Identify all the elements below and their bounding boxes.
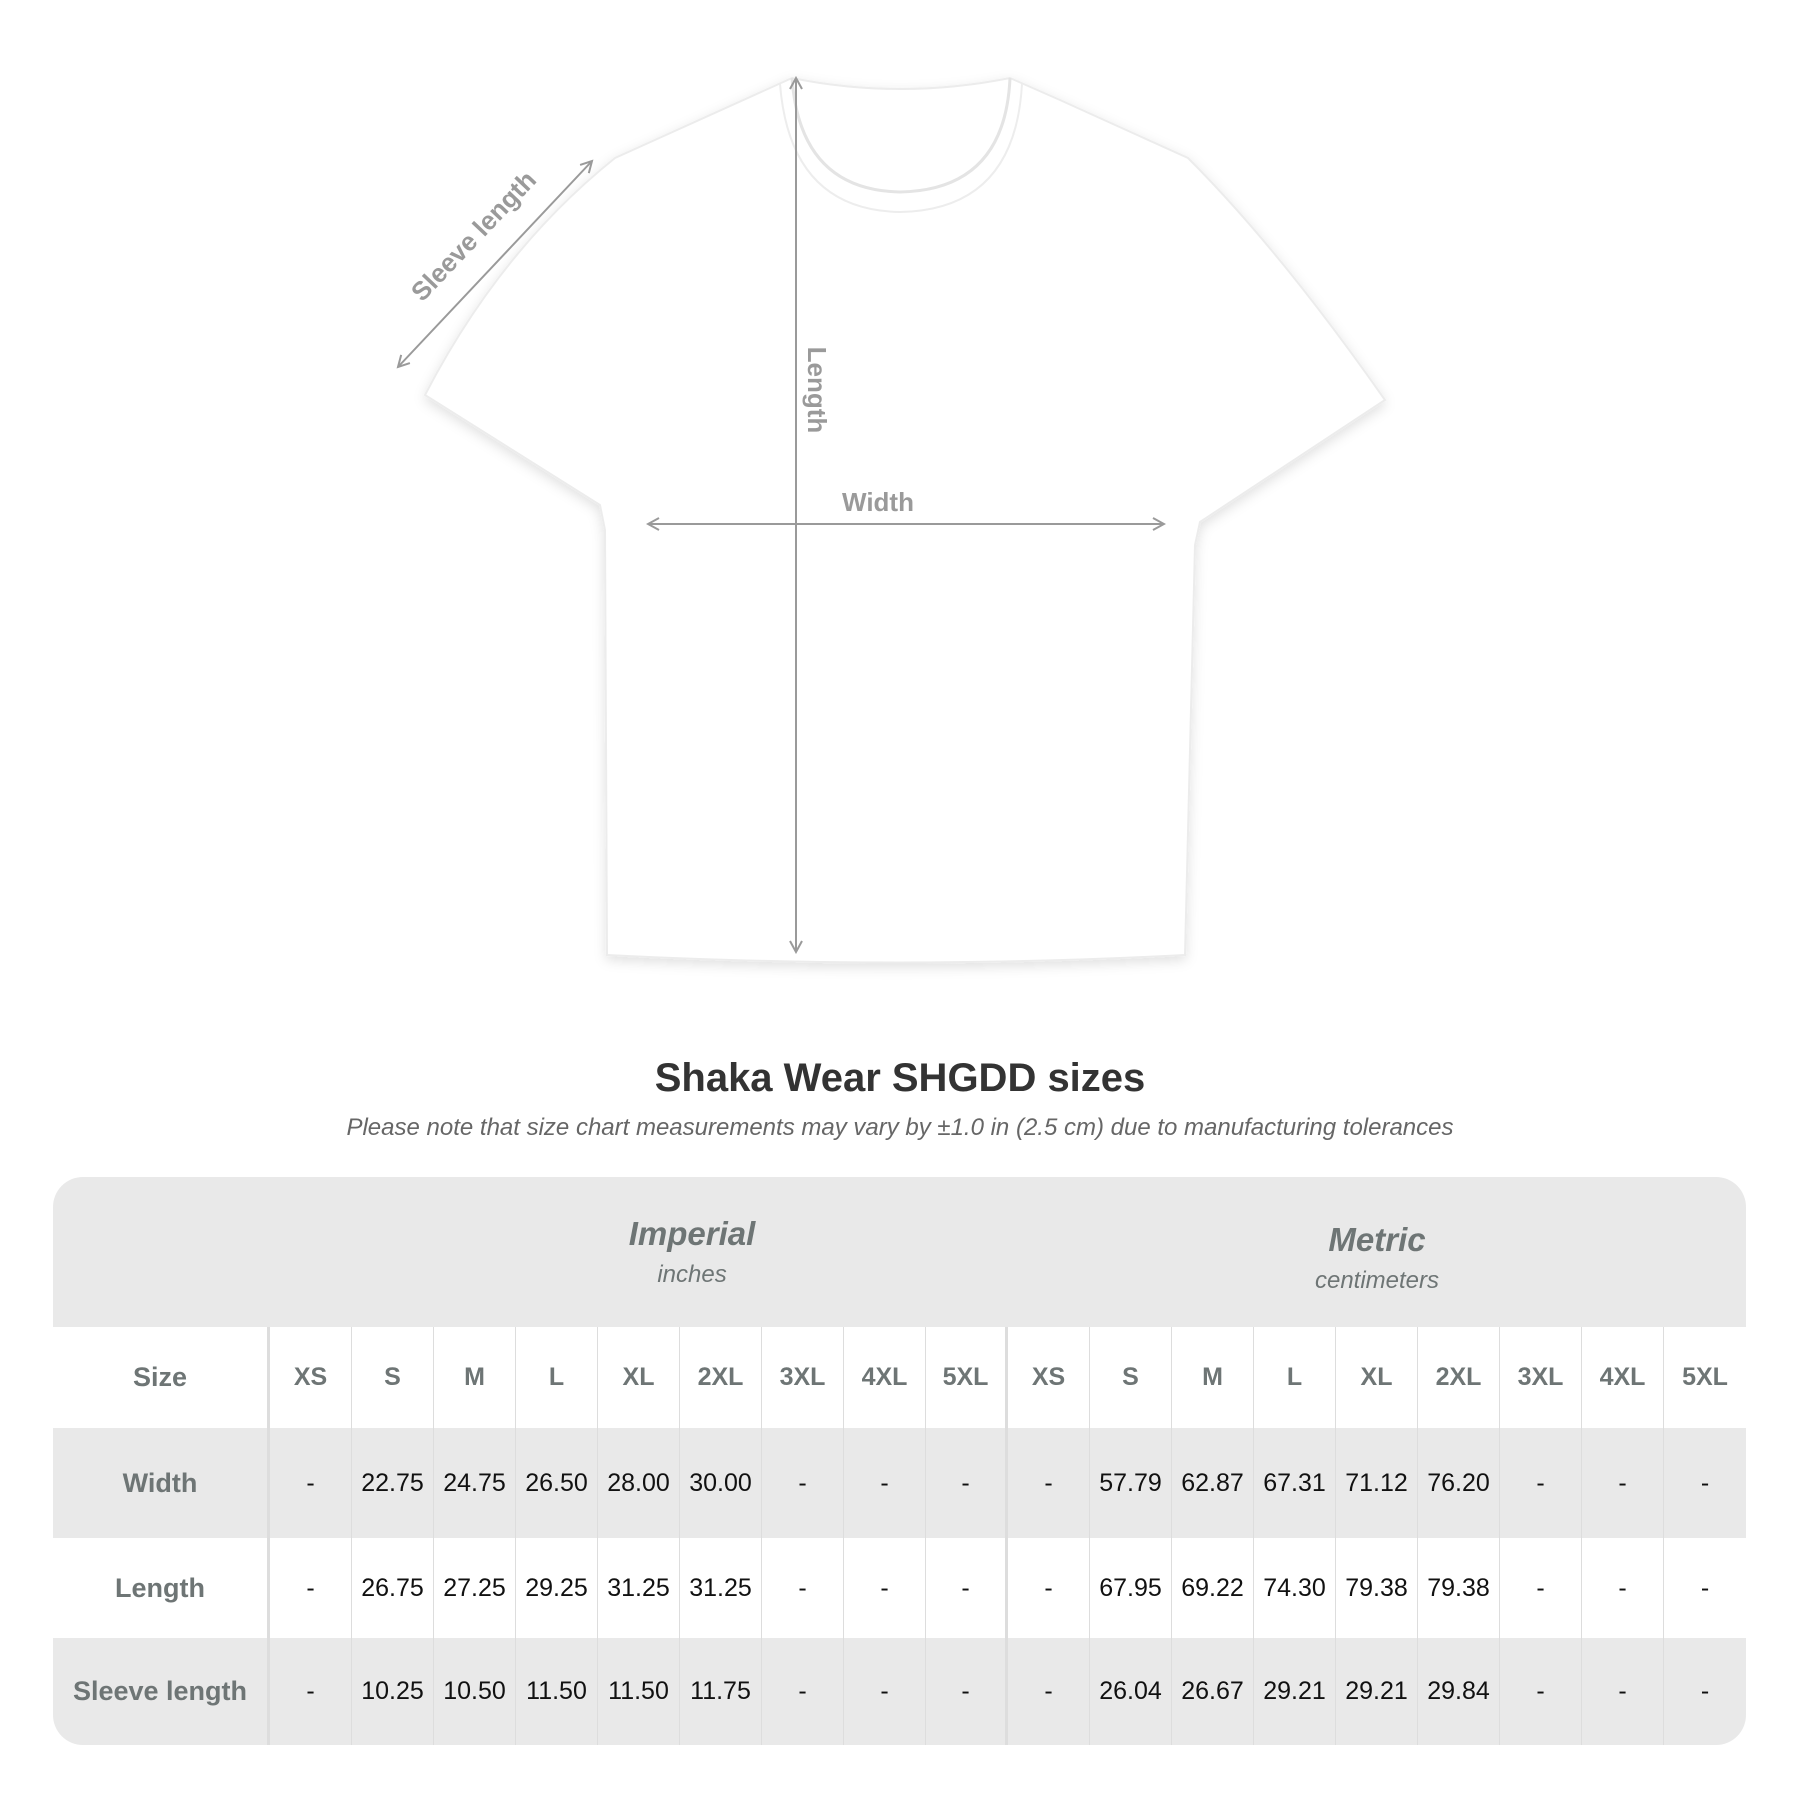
metric-value-cell: -	[1500, 1538, 1582, 1638]
imperial-title: Imperial	[628, 1215, 756, 1252]
tolerance-note: Please note that size chart measurements…	[346, 1114, 1454, 1141]
metric-value-cell: 29.21	[1254, 1638, 1336, 1745]
metric-value-cell: 29.21	[1336, 1638, 1418, 1745]
imperial-value-cell: -	[844, 1538, 926, 1638]
metric-value-cell: 62.87	[1172, 1428, 1254, 1538]
imperial-value-cell: -	[844, 1428, 926, 1538]
metric-value-cell: 74.30	[1254, 1538, 1336, 1638]
imperial-value-cell: 28.00	[598, 1428, 680, 1538]
imperial-header: Imperial inches	[323, 1215, 1061, 1289]
imperial-size-header: M	[434, 1327, 516, 1428]
imperial-value-cell: 22.75	[352, 1428, 434, 1538]
measurement-label: Sleeve length	[53, 1638, 270, 1745]
metric-value-cell: 57.79	[1090, 1428, 1172, 1538]
imperial-value-cell: 11.50	[516, 1638, 598, 1745]
metric-value-cell: 79.38	[1418, 1538, 1500, 1638]
metric-value-cell: -	[1582, 1428, 1664, 1538]
imperial-value-cell: 24.75	[434, 1428, 516, 1538]
imperial-value-cell: -	[270, 1538, 352, 1638]
imperial-value-cell: 29.25	[516, 1538, 598, 1638]
imperial-value-cell: -	[926, 1428, 1008, 1538]
imperial-value-cell: 26.75	[352, 1538, 434, 1638]
metric-value-cell: 29.84	[1418, 1638, 1500, 1745]
imperial-size-header: 2XL	[680, 1327, 762, 1428]
imperial-size-header: XL	[598, 1327, 680, 1428]
imperial-size-header: XS	[270, 1327, 352, 1428]
metric-header: Metric centimeters	[1008, 1221, 1746, 1295]
metric-value-cell: 79.38	[1336, 1538, 1418, 1638]
metric-value-cell: 76.20	[1418, 1428, 1500, 1538]
metric-value-cell: 26.67	[1172, 1638, 1254, 1745]
imperial-size-header: L	[516, 1327, 598, 1428]
imperial-value-cell: -	[926, 1538, 1008, 1638]
metric-value-cell: -	[1008, 1538, 1090, 1638]
imperial-value-cell: -	[844, 1638, 926, 1745]
imperial-value-cell: 31.25	[598, 1538, 680, 1638]
metric-value-cell: -	[1500, 1428, 1582, 1538]
imperial-value-cell: 31.25	[680, 1538, 762, 1638]
tshirt-shape	[423, 76, 1387, 964]
imperial-value-cell: 11.75	[680, 1638, 762, 1745]
metric-value-cell: -	[1700, 1573, 1710, 1602]
metric-size-header: S	[1090, 1327, 1172, 1428]
imperial-value-cell: 30.00	[680, 1428, 762, 1538]
imperial-value-cell: 26.50	[516, 1428, 598, 1538]
imperial-size-header: S	[352, 1327, 434, 1428]
imperial-size-header: 4XL	[844, 1327, 926, 1428]
table-row: Length -26.75 27.25 29.25 31.25 31.25- - - -67.9…	[53, 1538, 1746, 1638]
metric-size-header: 4XL	[1582, 1327, 1664, 1428]
imperial-unit: inches	[657, 1261, 727, 1288]
metric-value-cell: -	[1700, 1677, 1710, 1705]
metric-size-header: XS	[1008, 1327, 1090, 1428]
tshirt-measurement-diagram: Length Width Sleeve length	[0, 0, 1387, 964]
metric-size-header: 5XL	[1682, 1363, 1728, 1391]
metric-size-header: XL	[1336, 1327, 1418, 1428]
metric-value-cell: 71.12	[1336, 1428, 1418, 1538]
imperial-value-cell: -	[762, 1638, 844, 1745]
measurement-label: Length	[53, 1538, 270, 1638]
metric-title: Metric	[1328, 1221, 1426, 1258]
sleeve-length-arrow	[398, 161, 592, 367]
size-header-row: Size XS S M L XL 2XL 3XL 4XL 5XL XS S M L XL 2XL 3XL 4XL 5…	[53, 1327, 1746, 1428]
imperial-value-cell: -	[762, 1538, 844, 1638]
size-table: Imperial inches Metric centimeters Size X…	[53, 1177, 1746, 1745]
metric-value-cell: -	[1700, 1468, 1710, 1497]
metric-unit: centimeters	[1314, 1267, 1440, 1294]
metric-size-header: 2XL	[1418, 1327, 1500, 1428]
width-label: Width	[842, 487, 914, 517]
imperial-size-header: 5XL	[926, 1327, 1008, 1428]
imperial-value-cell: -	[926, 1638, 1008, 1745]
metric-size-header: L	[1254, 1327, 1336, 1428]
metric-value-cell: 67.95	[1090, 1538, 1172, 1638]
metric-value-cell: -	[1500, 1638, 1582, 1745]
imperial-value-cell: 11.50	[598, 1638, 680, 1745]
length-label: Length	[802, 347, 832, 434]
size-column-label: Size	[53, 1327, 270, 1428]
metric-size-header: M	[1172, 1327, 1254, 1428]
metric-value-cell: 69.22	[1172, 1538, 1254, 1638]
metric-value-cell: -	[1582, 1538, 1664, 1638]
imperial-size-header: 3XL	[762, 1327, 844, 1428]
imperial-value-cell: 10.50	[434, 1638, 516, 1745]
imperial-value-cell: -	[270, 1428, 352, 1538]
imperial-value-cell: -	[762, 1428, 844, 1538]
page-title: Shaka Wear SHGDD sizes	[654, 1056, 1146, 1100]
metric-value-cell: -	[1008, 1428, 1090, 1538]
table-row: Width -22.75 24.75 26.50 28.00 30.00- - - -57.79…	[53, 1428, 1746, 1538]
metric-size-header: 3XL	[1500, 1327, 1582, 1428]
metric-value-cell: 67.31	[1254, 1428, 1336, 1538]
imperial-value-cell: 27.25	[434, 1538, 516, 1638]
metric-value-cell: 26.04	[1090, 1638, 1172, 1745]
metric-value-cell: -	[1008, 1638, 1090, 1745]
table-row: Sleeve length -10.25 10.50 11.50 11.50 11.75-…	[53, 1638, 1746, 1745]
measurement-label: Width	[53, 1428, 270, 1538]
metric-value-cell: -	[1582, 1638, 1664, 1745]
imperial-value-cell: -	[270, 1638, 352, 1745]
imperial-value-cell: 10.25	[352, 1638, 434, 1745]
